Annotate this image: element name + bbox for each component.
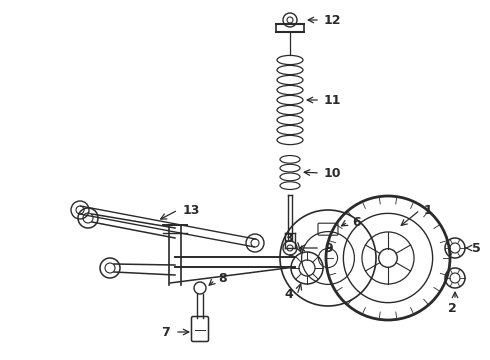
- Text: 10: 10: [324, 166, 342, 180]
- Text: 7: 7: [161, 325, 170, 338]
- Text: 11: 11: [324, 94, 342, 107]
- Text: 1: 1: [424, 203, 433, 216]
- Text: 4: 4: [284, 288, 293, 302]
- Text: 2: 2: [448, 302, 456, 315]
- Text: 5: 5: [472, 242, 481, 255]
- Text: 8: 8: [218, 271, 227, 284]
- Text: 9: 9: [324, 242, 333, 255]
- Text: 3: 3: [284, 231, 293, 244]
- Text: 13: 13: [183, 203, 200, 216]
- Text: 12: 12: [324, 14, 342, 27]
- Text: 6: 6: [352, 216, 361, 229]
